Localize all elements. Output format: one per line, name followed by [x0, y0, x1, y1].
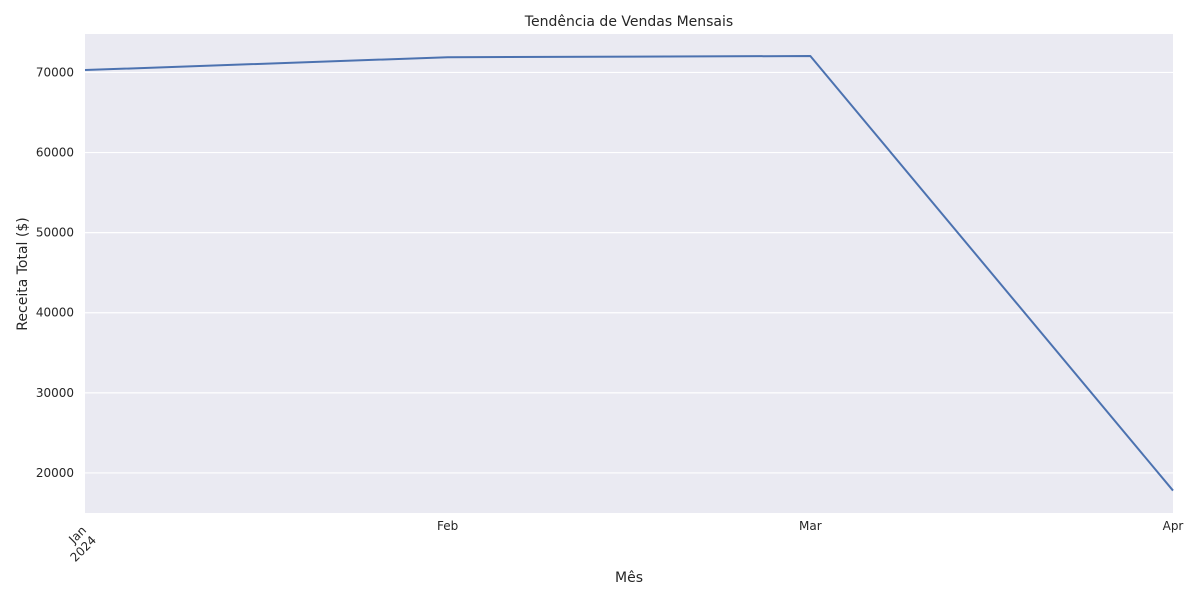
y-tick-label: 60000: [36, 146, 74, 160]
x-axis-label: Mês: [615, 570, 643, 586]
y-tick-label: 50000: [36, 226, 74, 240]
y-tick-label: 40000: [36, 306, 74, 320]
series-line: [84, 55, 1174, 492]
gridlines: [85, 71, 1173, 474]
plot-area: [85, 34, 1173, 513]
x-tick-label: Feb: [437, 519, 458, 533]
x-tick-label: Mar: [799, 519, 822, 533]
y-tick-label: 20000: [36, 466, 74, 480]
y-tick-label: 30000: [36, 386, 74, 400]
y-axis-ticks: 20000 30000 40000 50000 60000 70000: [36, 65, 74, 480]
chart-title: Tendência de Vendas Mensais: [524, 14, 733, 30]
y-tick-label: 70000: [36, 65, 74, 79]
x-tick-label: Apr: [1163, 519, 1184, 533]
y-axis-label: Receita Total ($): [15, 217, 31, 330]
series-layer: [84, 55, 1174, 492]
